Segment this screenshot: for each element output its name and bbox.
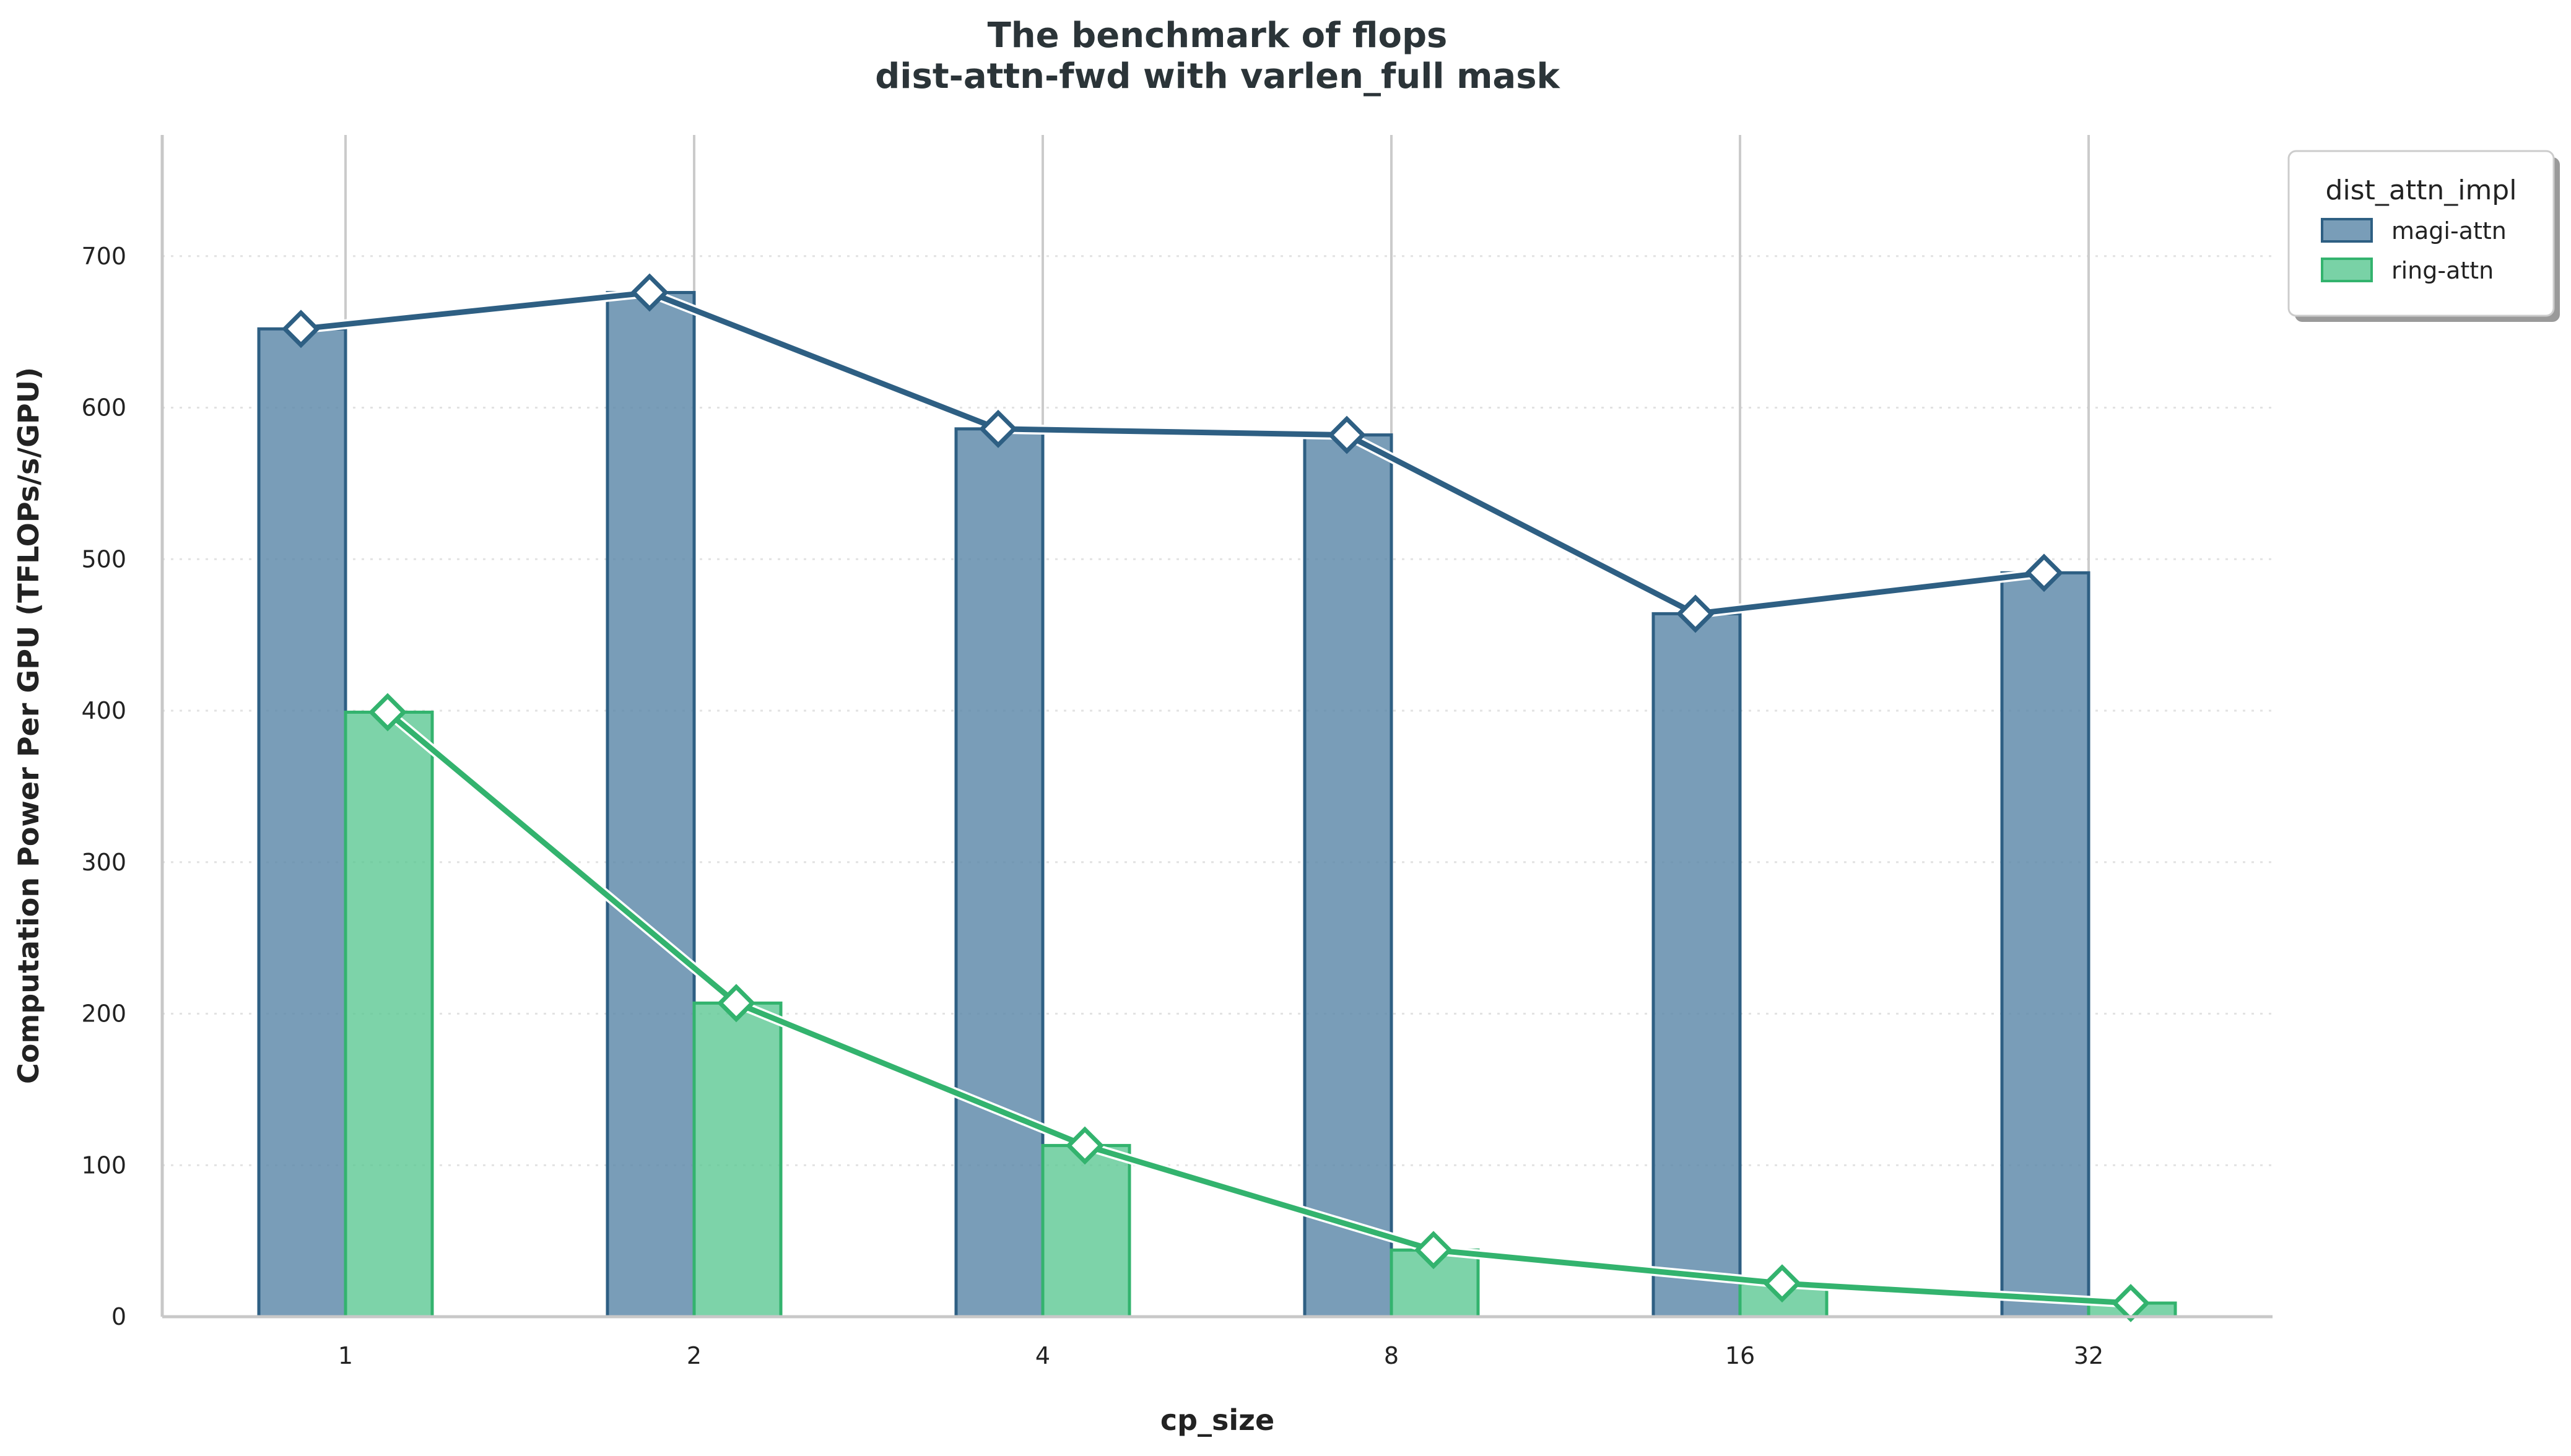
bar-ring-attn-4 [1041,1143,1131,1319]
marker-magi-attn-4 [979,409,1017,448]
y-tick-label: 700 [81,243,126,270]
x-tick-label: 2 [687,1342,702,1369]
y-tick-label: 0 [111,1303,126,1330]
x-tick-label: 32 [2074,1342,2103,1369]
axes [160,135,2273,1319]
bar-magi-attn-2 [606,291,696,1319]
legend-label-magi-attn: magi-attn [2391,217,2507,245]
bar-ring-attn-2 [692,1001,783,1319]
marker-ring-attn-2 [717,984,755,1023]
tick-labels: 0 100 200 300 400 500 600 700 1 2 4 8 16 32 [81,243,2103,1369]
bar-magi-attn-1 [257,327,347,1319]
y-tick-label: 300 [81,849,126,876]
bar-magi-attn-4 [954,427,1045,1319]
x-axis-label: cp_size [1160,1403,1274,1437]
x-tick-label: 8 [1384,1342,1399,1369]
y-tick-label: 400 [81,697,126,724]
marker-ring-attn-8 [1414,1231,1453,1270]
legend-swatch-magi-attn [2321,218,2373,243]
marker-magi-attn-32 [2025,553,2063,592]
marker-ring-attn-16 [1763,1264,1801,1303]
y-tick-label: 600 [81,394,126,422]
x-tick-label: 4 [1035,1342,1050,1369]
marker-ring-attn-1 [368,693,407,732]
chart-title: The benchmark of flops [988,15,1448,56]
legend: dist_attn_impl magi-attn ring-attn [2287,150,2560,322]
line-ring-attn [386,710,2131,1306]
bar-magi-attn-16 [1651,612,1742,1319]
chart-subtitle: dist-attn-fwd with varlen_full mask [875,56,1560,97]
marker-magi-attn-16 [1676,594,1715,633]
marker-magi-attn-2 [630,273,669,312]
y-tick-label: 500 [81,545,126,573]
series-lines [282,273,2150,1322]
legend-title: dist_attn_impl [2326,175,2517,206]
line-magi-attn [300,290,2045,617]
x-tick-label: 1 [338,1342,353,1369]
marker-ring-attn-4 [1066,1126,1104,1165]
y-axis-label: Computation Power Per GPU (TFLOPs/s/GPU) [12,367,45,1084]
y-tick-label: 200 [81,1000,126,1028]
bar-magi-attn-8 [1303,433,1393,1319]
line-halo-magi-attn [300,287,2045,619]
y-tick-label: 100 [81,1151,126,1179]
marker-magi-attn-8 [1328,415,1366,454]
bars [257,291,2177,1319]
bar-magi-attn-32 [2000,571,2090,1319]
marker-ring-attn-32 [2112,1284,2150,1322]
x-tick-label: 16 [1725,1342,1755,1369]
bar-ring-attn-1 [344,710,434,1319]
legend-label-ring-attn: ring-attn [2391,257,2494,284]
marker-magi-attn-1 [282,310,320,349]
legend-swatch-ring-attn [2321,258,2373,282]
